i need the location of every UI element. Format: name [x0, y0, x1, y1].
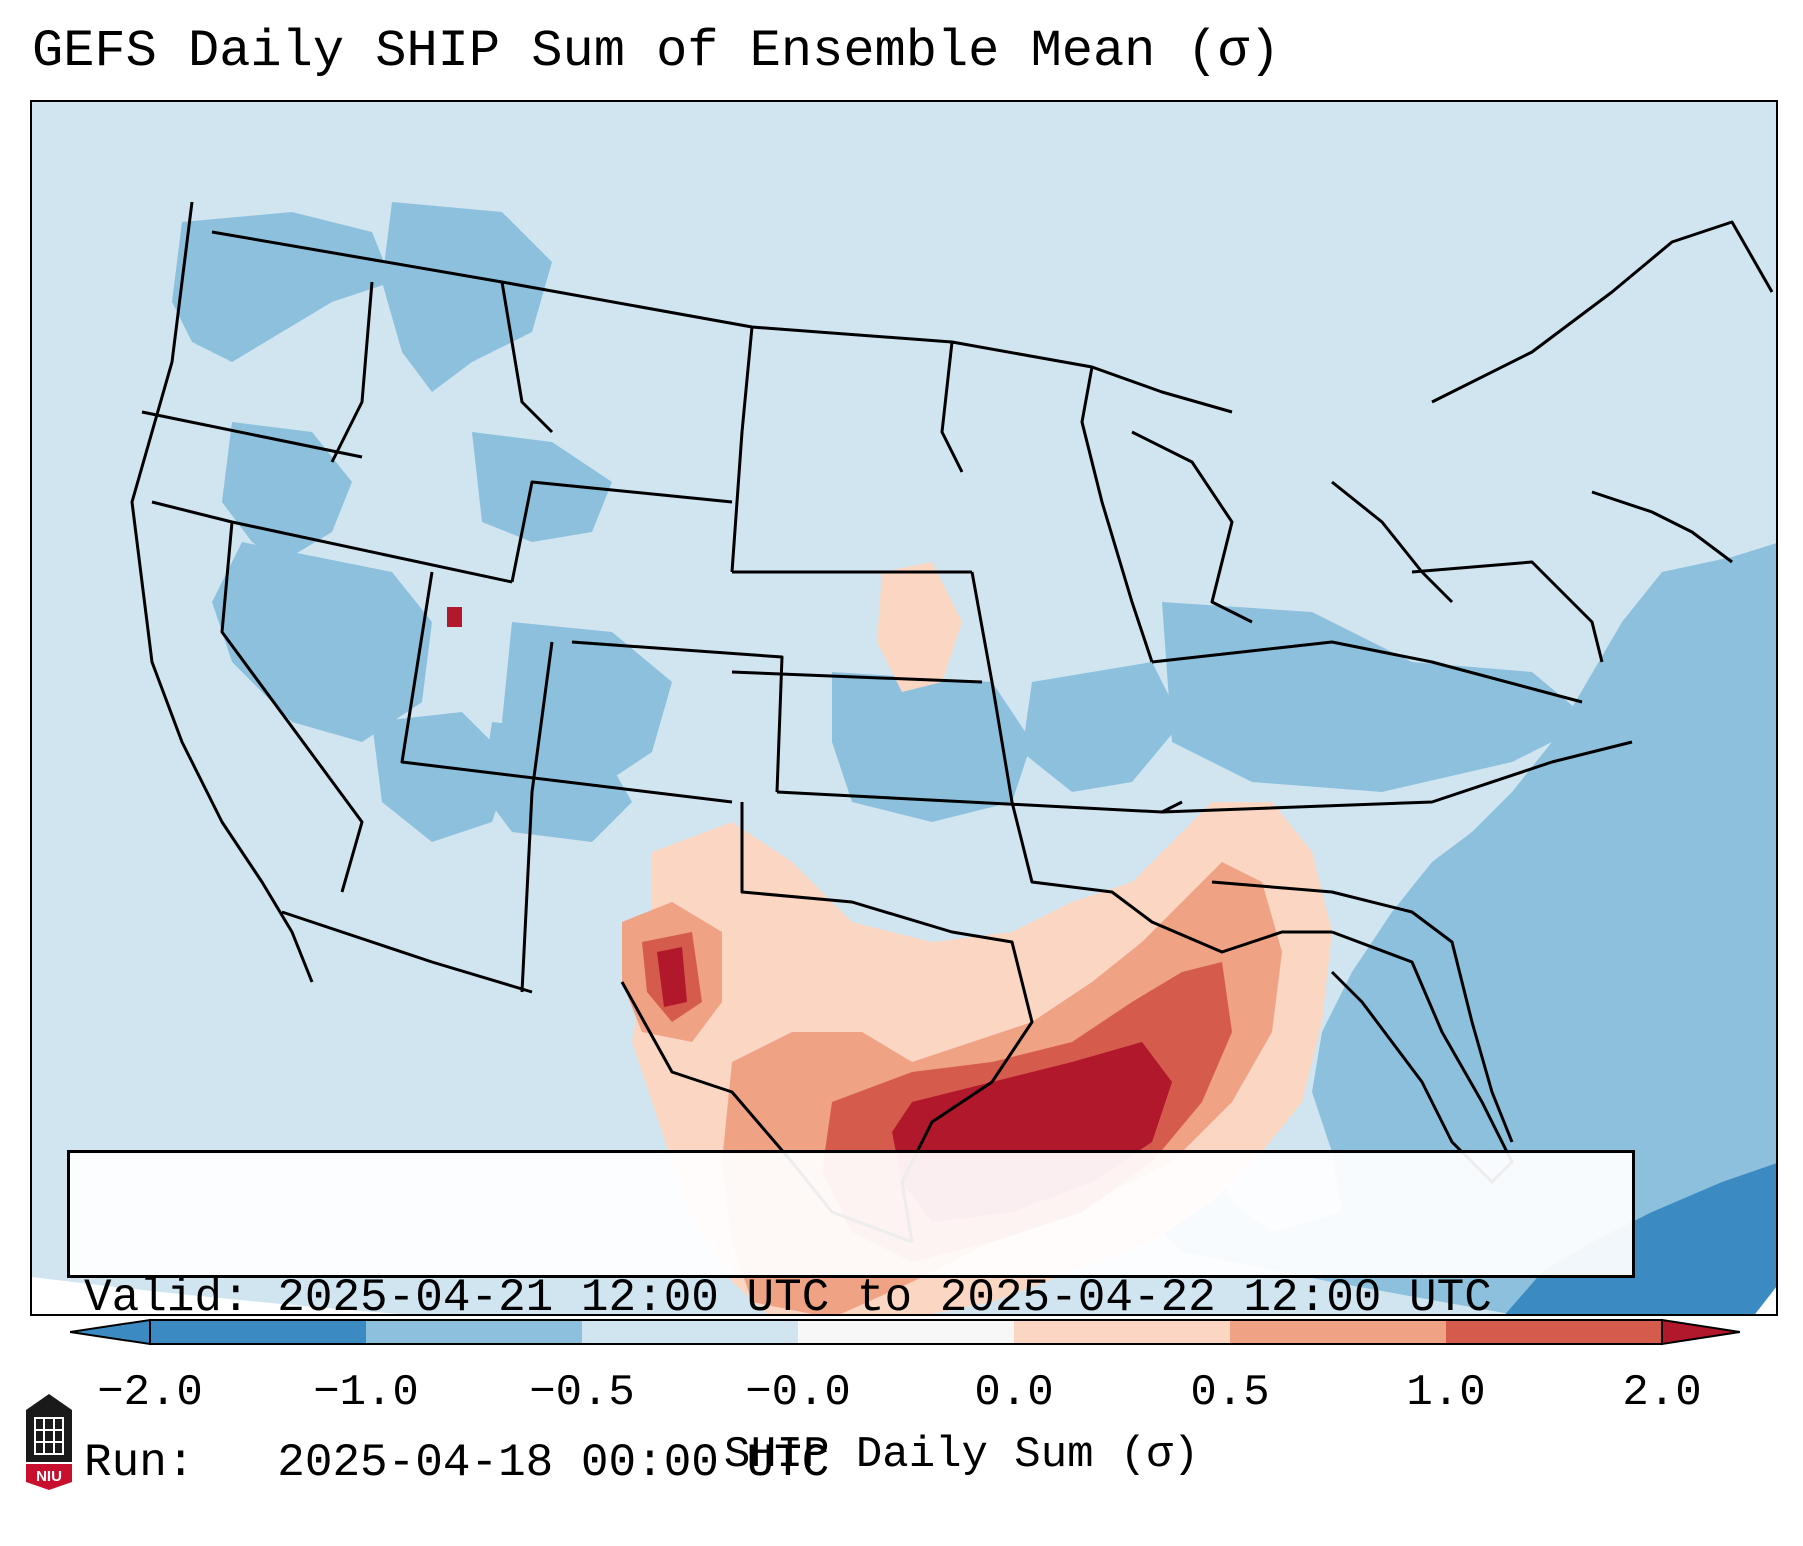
colorbar-bin-6 — [1230, 1320, 1446, 1344]
colorbar-axis-label: SHIP Daily Sum (σ) — [0, 1430, 1803, 1480]
valid-time-text: Valid: 2025-04-21 12:00 UTC to 2025-04-2… — [84, 1272, 1492, 1324]
page-title: GEFS Daily SHIP Sum of Ensemble Mean (σ) — [32, 22, 1281, 81]
colorbar-tick-label: 0.0 — [974, 1368, 1054, 1418]
logo-window-frame — [34, 1417, 64, 1455]
bahamas-strong-negative — [1535, 1252, 1682, 1314]
state-borders — [130, 201, 1774, 1244]
atlantic-anomaly-region — [1082, 543, 1776, 1314]
validity-info-box: Valid: 2025-04-21 12:00 UTC to 2025-04-2… — [67, 1150, 1635, 1489]
arkansas-negative — [1022, 662, 1182, 792]
west-texas-positive-max — [657, 947, 687, 1007]
utah-positive-pixel — [447, 607, 462, 627]
colorbar-tick-label: −0.0 — [745, 1368, 851, 1418]
colorbar-tick-label: −1.0 — [313, 1368, 419, 1418]
projection-edge-right — [1755, 1287, 1776, 1314]
projection-edge-left — [32, 1277, 400, 1314]
colorbar-bin-5 — [1014, 1320, 1230, 1344]
colorbar-bin-4 — [798, 1320, 1014, 1344]
run-time-text: Run: 2025-04-18 00:00 UTC — [84, 1437, 830, 1489]
colorbar-bin-7 — [1446, 1320, 1662, 1344]
colorbar-bin-2 — [366, 1320, 582, 1344]
pacific-northwest-negative — [172, 212, 392, 362]
wyoming-negative — [472, 432, 612, 542]
colorbar-tick-label: −0.5 — [529, 1368, 635, 1418]
oklahoma-negative — [832, 672, 1032, 822]
niu-logo-icon: NIU — [26, 1394, 72, 1490]
colorbar-bin-3 — [582, 1320, 798, 1344]
nebraska-positive — [877, 562, 962, 692]
map-canvas — [32, 102, 1776, 1314]
colorbar-bin-1 — [150, 1320, 366, 1344]
colorbar-axis-label-text: SHIP Daily Sum (σ) — [723, 1430, 1200, 1480]
logo-shield-base — [26, 1464, 72, 1490]
colorbar-extend-high — [1661, 1318, 1740, 1346]
colorbar-tick-label: −2.0 — [97, 1368, 203, 1418]
map-panel — [30, 100, 1778, 1316]
colorbar-tick-label: 0.5 — [1190, 1368, 1270, 1418]
colorbar — [70, 1318, 1740, 1346]
colorbar-tick-label: 2.0 — [1622, 1368, 1702, 1418]
arizona-negative — [372, 712, 512, 842]
colorbar-outline — [149, 1319, 1663, 1345]
northern-rockies-negative — [382, 202, 552, 392]
colorbar-tick-label: 1.0 — [1406, 1368, 1486, 1418]
logo-text: NIU — [36, 1468, 62, 1485]
colorbar-extend-low — [70, 1318, 151, 1346]
logo-tower-shape — [26, 1394, 72, 1462]
